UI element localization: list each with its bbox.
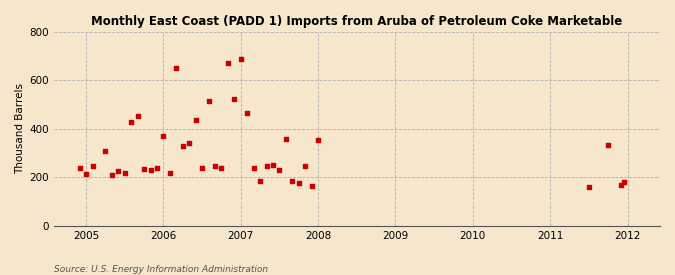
Point — [306, 184, 317, 188]
Point — [300, 164, 310, 169]
Point — [268, 163, 279, 167]
Point — [126, 119, 136, 124]
Point — [242, 111, 252, 115]
Point — [236, 56, 246, 61]
Point — [287, 179, 298, 183]
Point — [196, 166, 207, 170]
Y-axis label: Thousand Barrels: Thousand Barrels — [15, 83, 25, 174]
Point — [203, 99, 214, 103]
Point — [171, 66, 182, 70]
Point — [178, 144, 188, 148]
Point — [158, 134, 169, 138]
Point — [313, 138, 323, 142]
Point — [248, 166, 259, 170]
Point — [603, 142, 614, 147]
Point — [132, 113, 143, 118]
Point — [619, 180, 630, 185]
Point — [294, 181, 304, 186]
Point — [281, 136, 292, 141]
Point — [87, 164, 98, 169]
Point — [145, 168, 156, 172]
Point — [100, 148, 111, 153]
Point — [254, 179, 265, 183]
Point — [113, 169, 124, 174]
Point — [190, 118, 201, 123]
Point — [616, 183, 626, 187]
Point — [229, 97, 240, 101]
Point — [152, 166, 163, 170]
Point — [583, 185, 594, 189]
Point — [261, 164, 272, 169]
Point — [107, 173, 117, 177]
Point — [81, 172, 92, 176]
Point — [165, 170, 176, 175]
Point — [184, 141, 194, 146]
Text: Source: U.S. Energy Information Administration: Source: U.S. Energy Information Administ… — [54, 265, 268, 274]
Point — [210, 164, 221, 169]
Point — [274, 168, 285, 172]
Point — [119, 170, 130, 175]
Point — [74, 166, 85, 170]
Point — [139, 167, 150, 171]
Title: Monthly East Coast (PADD 1) Imports from Aruba of Petroleum Coke Marketable: Monthly East Coast (PADD 1) Imports from… — [91, 15, 622, 28]
Point — [216, 166, 227, 170]
Point — [223, 61, 234, 66]
